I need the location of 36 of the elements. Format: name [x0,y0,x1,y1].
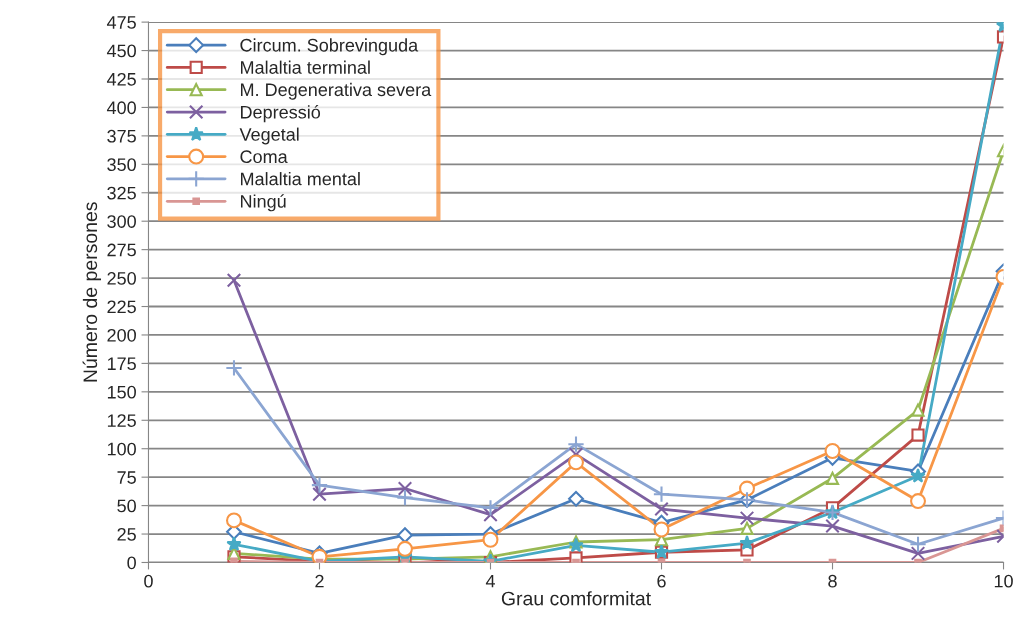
y-tick-label: 100 [107,442,136,456]
y-tick-label: 125 [107,414,136,427]
y-tick-label: 275 [107,243,136,257]
y-tick-label: 150 [107,385,136,399]
x-tick-label: 0 [144,574,153,588]
y-tick-label: 300 [107,215,136,228]
x-tick-label: 4 [485,574,495,588]
legend-label: Ningú [241,194,286,212]
x-axis-title: Grau comformitat [501,591,651,606]
y-tick-label: 0 [127,556,136,570]
legend-label: Malaltia terminal [241,60,370,74]
legend-label: Circum. Sobrevinguda [240,38,419,56]
y-tick-label: 325 [107,186,136,200]
y-tick-label: 400 [106,101,136,115]
y-tick-label: 375 [107,129,136,143]
y-tick-label: 475 [106,16,136,29]
y-tick-label: 350 [107,158,136,172]
y-tick-label: 75 [117,471,136,484]
y-tick-label: 25 [117,527,136,541]
legend-label: Vegetal [239,127,299,145]
legend-label: M. Degenerativa severa [241,82,432,100]
legend-label: Depressió [241,105,321,123]
legend-label: Malaltia mental [241,172,360,186]
y-tick-label: 50 [117,499,136,513]
y-tick-label: 450 [106,44,136,58]
x-tick-label: 10 [994,574,1013,588]
y-tick-label: 250 [107,272,136,285]
y-tick-label: 200 [107,328,136,342]
y-axis-title: Número de persones [82,202,101,382]
x-tick-label: 8 [828,574,837,588]
x-tick-label: 2 [315,574,324,588]
y-tick-label: 425 [106,72,136,86]
x-tick-label: 6 [657,574,666,588]
y-tick-label: 175 [107,357,136,371]
y-tick-label: 225 [107,300,136,314]
legend-label: Coma [240,150,288,164]
